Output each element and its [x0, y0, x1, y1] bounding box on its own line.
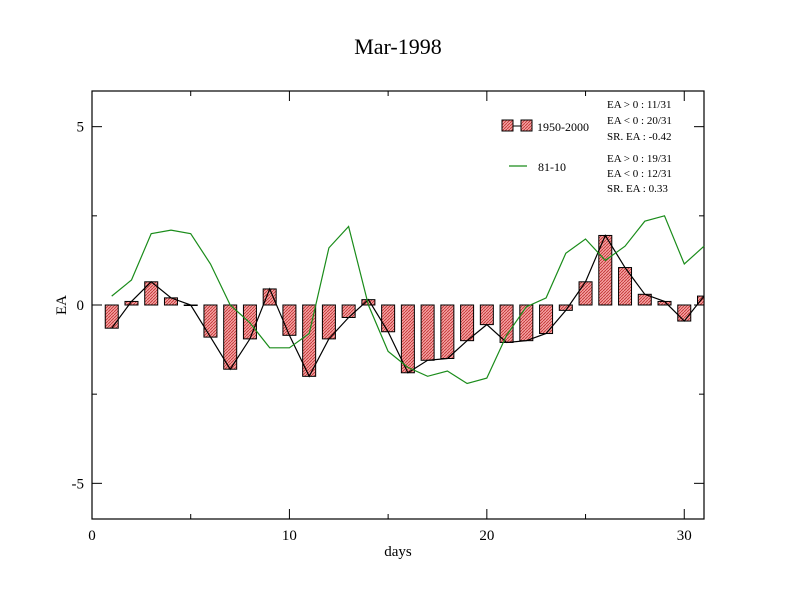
line-series — [111, 215, 705, 385]
bar — [578, 281, 593, 306]
bar — [499, 304, 514, 343]
stat-line: SR. EA : -0.42 — [607, 131, 671, 143]
axis-ticks — [91, 91, 704, 519]
stat-line: EA > 0 : 11/31 — [607, 99, 671, 111]
x-tick-label: 30 — [677, 528, 692, 544]
bar — [479, 304, 494, 326]
y-tick-label: -5 — [72, 476, 85, 492]
x-tick-label: 0 — [88, 528, 96, 544]
x-tick-label: 20 — [479, 528, 494, 544]
bar — [420, 304, 435, 361]
bar — [539, 304, 554, 335]
legend-marker-series1-right — [520, 119, 533, 132]
y-tick-label: 0 — [77, 298, 85, 314]
legend-label-series1: 1950-2000 — [537, 120, 589, 134]
stat-line: EA > 0 : 19/31 — [607, 153, 672, 165]
bar — [282, 304, 297, 336]
x-axis-label: days — [384, 544, 412, 560]
legend-label-series2: 81-10 — [538, 160, 566, 174]
stat-line: EA < 0 : 20/31 — [607, 115, 672, 127]
bar — [341, 304, 356, 318]
x-tick-label: 10 — [282, 528, 297, 544]
stat-line: SR. EA : 0.33 — [607, 183, 668, 195]
y-axis-label: EA — [54, 295, 70, 315]
bar — [262, 288, 277, 306]
series-line-81-10 — [111, 215, 705, 385]
bar — [203, 304, 218, 338]
bar — [519, 304, 534, 342]
chart-title: Mar-1998 — [354, 34, 442, 59]
bar-series — [104, 234, 705, 377]
legend-marker-series1-left — [501, 119, 514, 132]
series-line-1950-2000 — [111, 234, 705, 378]
bar — [677, 304, 692, 322]
bar — [440, 304, 455, 359]
bar — [242, 304, 257, 340]
stat-line: EA < 0 : 12/31 — [607, 168, 672, 180]
bar — [460, 304, 475, 342]
bar — [381, 304, 396, 333]
y-tick-labels: -5 0 5 — [72, 120, 85, 493]
y-tick-label: 5 — [77, 120, 85, 136]
bar — [223, 304, 238, 370]
legend: 1950-2000 81-10 — [501, 119, 589, 174]
bar — [104, 304, 119, 329]
x-tick-labels: 0 10 20 30 — [88, 528, 692, 544]
stats-annotations: EA > 0 : 11/31 EA < 0 : 20/31 SR. EA : -… — [607, 99, 672, 195]
